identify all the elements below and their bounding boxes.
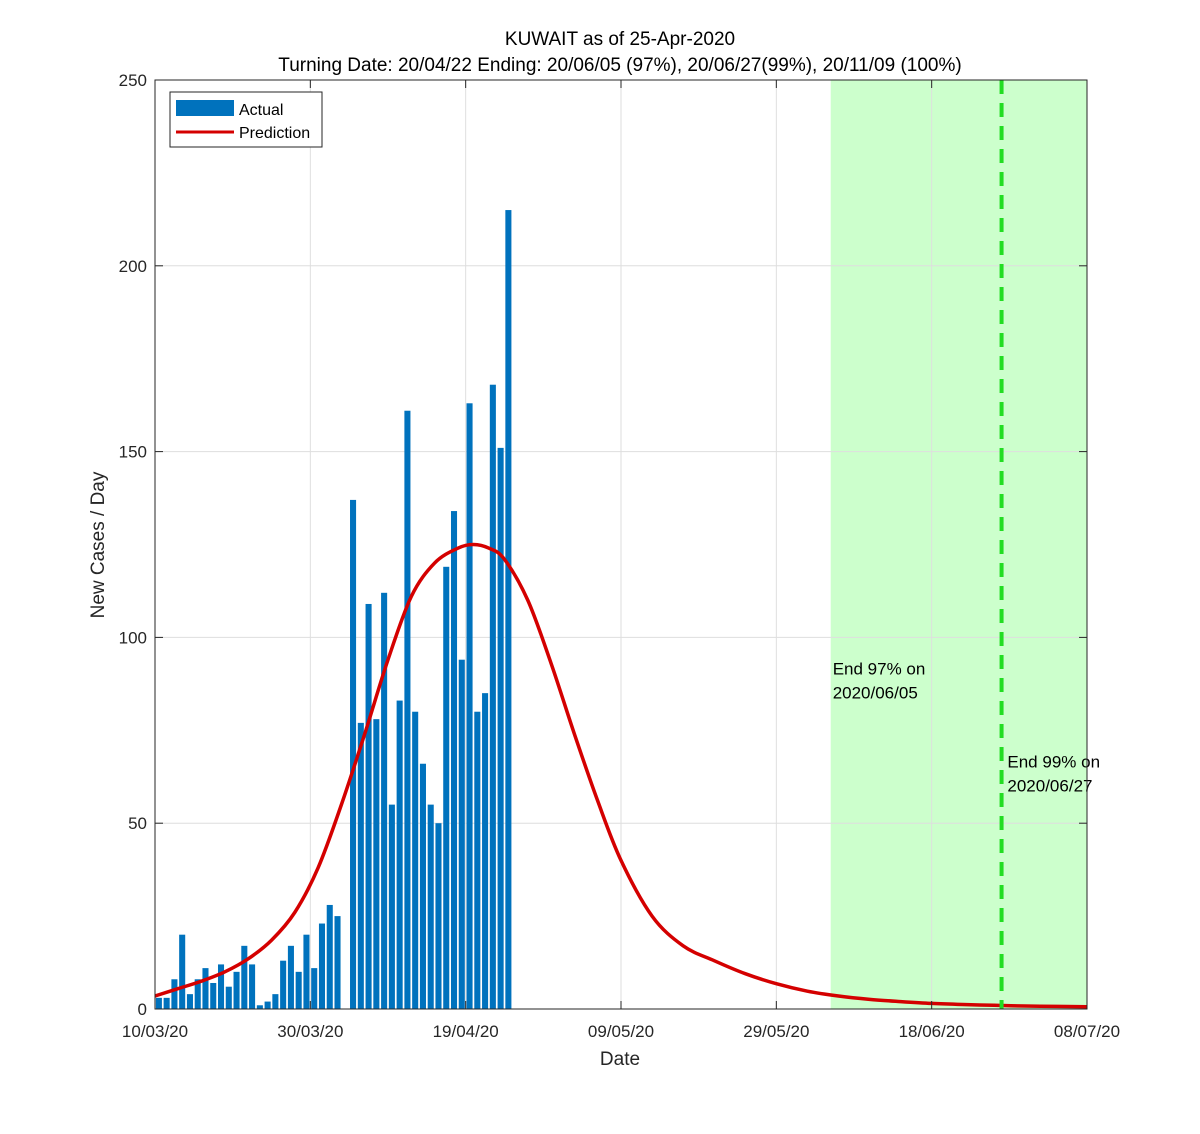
annotation-text: 2020/06/05 (833, 684, 918, 703)
actual-bar (163, 997, 170, 1009)
x-tick-label: 29/05/20 (743, 1022, 809, 1041)
x-axis-label: Date (600, 1049, 640, 1070)
actual-bar (233, 971, 240, 1009)
actual-bar (443, 566, 450, 1009)
annotation-layer: End 97% on 2020/06/05 End 99% on 2020/06/27 (833, 660, 1100, 796)
actual-bar (482, 693, 489, 1009)
actual-bar (171, 979, 178, 1009)
actual-bar (489, 384, 496, 1010)
x-tick-label: 09/05/20 (588, 1022, 654, 1041)
annotation-text: End 97% on (833, 660, 926, 679)
actual-bar (450, 511, 458, 1009)
y-tick-label: 50 (128, 814, 147, 833)
y-ticks-layer: 0 50 100 150 200 250 (119, 71, 1087, 1019)
actual-bar (295, 971, 302, 1009)
x-tick-label: 19/04/20 (433, 1022, 499, 1041)
prediction-line (154, 542, 1088, 1009)
x-ticks-layer: 10/03/20 30/03/20 19/04/20 09/05/20 29/05/20… (122, 80, 1120, 1041)
actual-bar (264, 1001, 271, 1009)
annotation-text: End 99% on (1007, 753, 1100, 772)
actual-bar (303, 934, 310, 1009)
actual-bar (412, 711, 419, 1009)
actual-bar (155, 997, 162, 1009)
actual-bar (287, 945, 294, 1009)
chart-title: KUWAIT as of 25-Apr-2020 (505, 29, 735, 50)
x-tick-label: 10/03/20 (122, 1022, 188, 1041)
actual-bar (225, 986, 232, 1009)
actual-bar (334, 916, 341, 1009)
actual-bar (458, 659, 465, 1009)
actual-bar (474, 711, 481, 1009)
actual-bar (427, 804, 434, 1009)
actual-bar (373, 719, 380, 1009)
actual-bar (435, 823, 442, 1009)
actual-bar (249, 964, 256, 1009)
prediction-line-layer (154, 542, 1088, 1009)
actual-bar (280, 960, 287, 1009)
y-tick-label: 200 (119, 257, 147, 276)
actual-bar (272, 994, 279, 1009)
x-tick-label: 30/03/20 (277, 1022, 343, 1041)
actual-bar (326, 904, 333, 1009)
actual-bar (419, 763, 426, 1009)
annotation-text: 2020/06/27 (1007, 777, 1092, 796)
legend-swatch-actual (176, 100, 234, 116)
actual-bar (388, 804, 395, 1009)
actual-bar (365, 603, 372, 1009)
actual-bar (186, 994, 193, 1009)
y-tick-label: 250 (119, 71, 147, 90)
actual-bar (311, 968, 318, 1009)
actual-bar (497, 447, 504, 1009)
x-tick-label: 08/07/20 (1054, 1022, 1120, 1041)
actual-bar (357, 722, 364, 1009)
actual-bar (256, 1005, 263, 1009)
y-tick-label: 0 (138, 1000, 147, 1019)
actual-bar (241, 945, 248, 1009)
y-axis-label: New Cases / Day (88, 471, 109, 618)
actual-bar (466, 403, 473, 1009)
actual-bar (179, 934, 186, 1009)
end-region-layer (830, 80, 1087, 1009)
x-tick-label: 18/06/20 (899, 1022, 965, 1041)
legend: Actual Prediction (169, 91, 323, 148)
actual-bar (404, 410, 411, 1010)
actual-bar (194, 979, 201, 1009)
end-region-shade (830, 80, 1087, 1009)
y-tick-label: 150 (119, 443, 147, 462)
actual-bar (202, 968, 209, 1009)
actual-bar (381, 592, 388, 1009)
actual-bar (505, 210, 512, 1009)
actual-bars-layer (155, 210, 512, 1010)
actual-bar (396, 700, 403, 1009)
legend-label-prediction: Prediction (239, 125, 310, 142)
chart-subtitle: Turning Date: 20/04/22 Ending: 20/06/05 … (278, 55, 961, 76)
y-tick-label: 100 (119, 628, 147, 647)
legend-label-actual: Actual (239, 102, 283, 119)
actual-bar (318, 923, 326, 1009)
actual-bar (350, 499, 357, 1009)
actual-bar (210, 982, 217, 1009)
actual-bar (217, 964, 225, 1009)
